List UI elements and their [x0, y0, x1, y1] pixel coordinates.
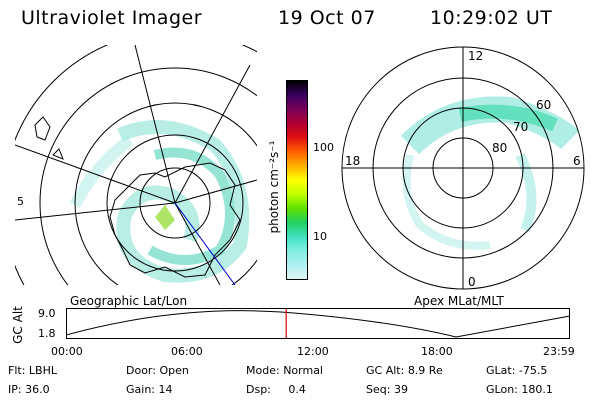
colorbar-unit-label: photon cm⁻²s⁻¹	[267, 140, 281, 234]
apex-caption: Apex MLat/MLT	[414, 294, 504, 308]
coastline-antarctica	[109, 162, 241, 278]
timeline-y-tick: 9.0	[38, 307, 56, 320]
latitude-circle	[74, 102, 257, 285]
timeline-x-tick: 18:00	[421, 345, 453, 358]
time-label: 10:29:02 UT	[430, 7, 553, 29]
status-dsp: Dsp: 0.4	[246, 383, 306, 396]
colorbar-gradient	[287, 81, 307, 279]
status-seq: Seq: 39	[366, 383, 408, 396]
aurora-emission-right	[400, 96, 580, 250]
colorbar-tick-label: 10	[313, 230, 327, 243]
orbit-altitude-timeline	[66, 308, 571, 339]
status-filter: Flt: LBHL	[8, 364, 57, 377]
timeline-y-tick: 1.8	[38, 327, 56, 340]
instrument-title: Ultraviolet Imager	[21, 7, 203, 29]
timeline-x-tick: 12:00	[297, 345, 329, 358]
status-glat: GLat: -75.5	[486, 364, 548, 377]
longitude-line	[174, 64, 251, 204]
altitude-curve	[66, 310, 571, 338]
longitude-line	[15, 144, 176, 204]
geographic-map: 5	[15, 45, 257, 285]
date-label: 19 Oct 07	[278, 7, 376, 29]
colorbar-tick-label: 100	[313, 141, 334, 154]
timeline-x-tick: 00:00	[51, 345, 83, 358]
longitude-line	[15, 202, 176, 221]
latitude-circle	[39, 67, 257, 285]
latitude-circle	[139, 167, 211, 239]
mlat-label-70: 70	[513, 120, 528, 134]
timeline-frame	[66, 308, 570, 339]
satellite-track-line	[174, 202, 236, 285]
geographic-caption: Geographic Lat/Lon	[70, 294, 188, 308]
magnetic-polar-map: 12 6 0 18 60 70 80	[341, 46, 585, 290]
timeline-x-tick: 23:59	[543, 345, 575, 358]
mlt-label-6: 6	[573, 154, 581, 168]
mlt-label-0: 0	[468, 275, 476, 289]
longitude-line	[174, 179, 257, 204]
status-glon: GLon: 180.1	[486, 383, 553, 396]
longitude-line	[134, 45, 176, 204]
status-ip: IP: 36.0	[8, 383, 50, 396]
mlat-label-60: 60	[536, 98, 551, 112]
status-mode: Mode: Normal	[246, 364, 323, 377]
map-edge-mark: 5	[17, 195, 24, 208]
mlat-label-80: 80	[492, 141, 507, 155]
status-door: Door: Open	[126, 364, 189, 377]
longitude-line	[174, 202, 221, 285]
mlt-label-18: 18	[345, 154, 360, 168]
latitude-circle	[106, 134, 244, 272]
mlt-label-12: 12	[468, 49, 483, 63]
status-gc-alt: GC Alt: 8.9 Re	[366, 364, 443, 377]
colorbar	[286, 80, 308, 280]
timeline-y-axis-label: GC Alt	[11, 306, 25, 344]
aurora-emission-left	[69, 120, 250, 283]
timeline-x-tick: 06:00	[171, 345, 203, 358]
coastline-islands	[34, 116, 64, 160]
status-gain: Gain: 14	[126, 383, 173, 396]
